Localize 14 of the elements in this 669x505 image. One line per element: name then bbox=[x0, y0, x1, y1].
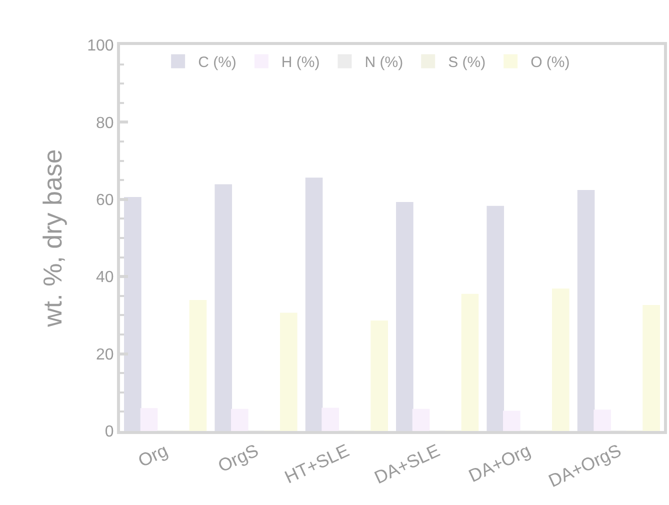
legend-label: O (%) bbox=[530, 54, 570, 72]
x-tick-label: Org bbox=[135, 440, 171, 472]
y-tick-label: 60 bbox=[96, 192, 114, 209]
y-tick-label: 20 bbox=[96, 346, 114, 364]
legend-label: C (%) bbox=[198, 54, 236, 72]
y-axis-title: wt. %, dry base bbox=[37, 149, 68, 328]
y-tick-label: 40 bbox=[96, 269, 114, 286]
y-tick-label: 100 bbox=[87, 38, 114, 55]
legend-label: H (%) bbox=[281, 54, 320, 72]
legend-label: S (%) bbox=[448, 54, 486, 72]
y-tick-label: 80 bbox=[96, 114, 114, 132]
x-tick-label: OrgS bbox=[214, 440, 262, 476]
y-tick-label: 0 bbox=[104, 424, 114, 441]
legend-label: N (%) bbox=[364, 54, 404, 72]
